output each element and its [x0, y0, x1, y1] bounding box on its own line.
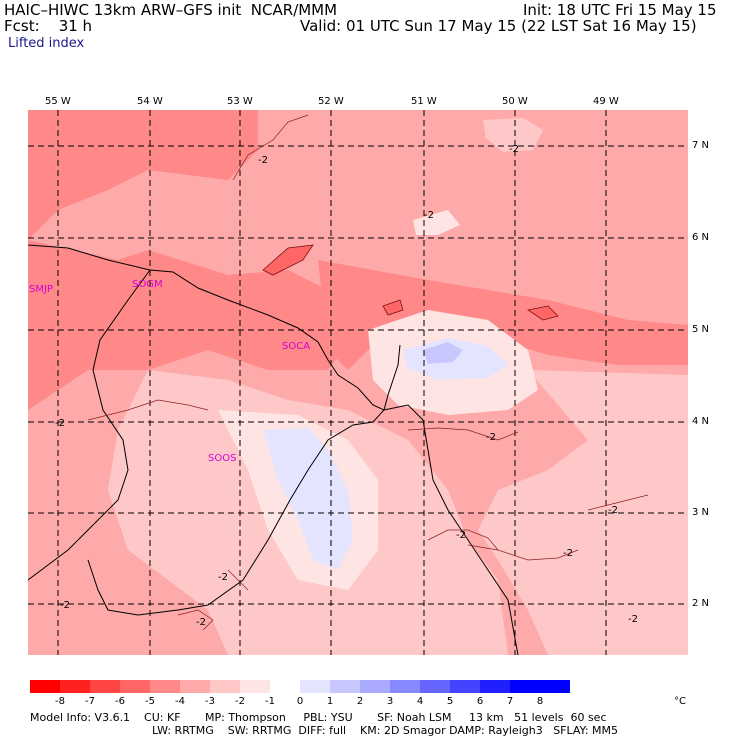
colorbar-tick-label: 8	[536, 696, 544, 707]
station-label: SOOS	[208, 453, 237, 464]
colorbar-tick-label: -2	[235, 696, 245, 707]
colorbar-swatch	[450, 680, 480, 693]
contour-label: -2	[628, 614, 638, 625]
contour-label: -2	[509, 144, 519, 155]
colorbar-tick-label: -4	[175, 696, 185, 707]
model-info-line2: LW: RRTMG SW: RRTMG DIFF: full KM: 2D Sm…	[152, 724, 618, 737]
lat-label: 5 N	[692, 324, 710, 335]
colorbar-swatch	[120, 680, 150, 693]
colorbar-tick-label: -3	[205, 696, 215, 707]
colorbar-tick-label: -1	[265, 696, 275, 707]
colorbar-swatch	[180, 680, 210, 693]
lon-label: 51 W	[411, 96, 437, 107]
contour-label: -2	[563, 548, 573, 559]
colorbar-tick-label: 7	[506, 696, 514, 707]
init-time: Init: 18 UTC Fri 15 May 15	[523, 1, 717, 19]
colorbar-swatch	[90, 680, 120, 693]
graticule	[28, 110, 688, 655]
contour-label: -2	[55, 418, 65, 429]
lat-label: 4 N	[692, 416, 710, 427]
contours	[87, 114, 649, 631]
colorbar-swatch	[30, 680, 60, 693]
borders	[28, 244, 519, 655]
colorbar-swatch	[540, 680, 570, 693]
colorbar-swatch	[510, 680, 540, 693]
lon-label: 55 W	[45, 96, 71, 107]
colorbar-swatch	[210, 680, 240, 693]
lifted-index-map	[28, 110, 688, 655]
dark-patch-1	[262, 244, 314, 276]
blue-region-inner	[423, 342, 463, 364]
colorbar-tick-label: 3	[386, 696, 394, 707]
contour-label: -2	[608, 505, 618, 516]
contour-label: -2	[456, 530, 466, 541]
colorbar-swatch	[480, 680, 510, 693]
colorbar-tick-label: -7	[85, 696, 95, 707]
colorbar-tick-label: 6	[476, 696, 484, 707]
colorbar-swatch	[330, 680, 360, 693]
colorbar-tick-label: 5	[446, 696, 454, 707]
shade-region-mid	[28, 240, 358, 410]
model-title: HAIC–HIWC 13km ARW–GFS init NCAR/MMM	[4, 1, 338, 19]
colorbar-tick-label: 0	[296, 696, 304, 707]
colorbar-tick-label: -6	[115, 696, 125, 707]
colorbar-swatch	[240, 680, 270, 693]
contour-label: -2	[486, 432, 496, 443]
colorbar-tick-label: 1	[326, 696, 334, 707]
station-label: SOGM	[132, 279, 163, 290]
colorbar-tick-label: -8	[55, 696, 65, 707]
field-name: Lifted index	[8, 36, 85, 51]
colorbar-unit: °C	[674, 696, 686, 707]
lon-label: 52 W	[318, 96, 344, 107]
contour-label: -2	[218, 572, 228, 583]
contour-label: -2	[424, 210, 434, 221]
contour-label: -2	[258, 155, 268, 166]
lat-label: 3 N	[692, 507, 710, 518]
colorbar-tick-label: -5	[145, 696, 155, 707]
colorbar-swatch	[390, 680, 420, 693]
lat-label: 2 N	[692, 598, 710, 609]
lat-label: 6 N	[692, 232, 710, 243]
station-label: SOCA	[282, 341, 311, 352]
shade-region-west	[28, 110, 258, 240]
colorbar-swatch	[270, 680, 300, 693]
colorbar-swatch	[420, 680, 450, 693]
contour-label: -2	[196, 617, 206, 628]
lat-label: 7 N	[692, 140, 710, 151]
dark-patch-2	[526, 305, 559, 321]
shade-region-east	[318, 260, 688, 370]
contour-label: -2	[60, 600, 70, 611]
lon-label: 53 W	[227, 96, 253, 107]
valid-time: Valid: 01 UTC Sun 17 May 15 (22 LST Sat …	[300, 17, 697, 35]
lon-label: 54 W	[137, 96, 163, 107]
colorbar-tick-label: 4	[416, 696, 424, 707]
colorbar-swatch	[60, 680, 90, 693]
colorbar-swatch	[300, 680, 330, 693]
colorbar-swatch	[360, 680, 390, 693]
model-info-line1: Model Info: V3.6.1 CU: KF MP: Thompson P…	[30, 711, 607, 724]
forecast-hour: Fcst: 31 h	[4, 17, 93, 35]
station-label: SMJP	[29, 284, 53, 295]
light-patch-north	[483, 118, 543, 152]
lon-label: 50 W	[502, 96, 528, 107]
colorbar-tick-label: 2	[356, 696, 364, 707]
light-patch-north2	[413, 210, 460, 235]
colorbar	[30, 680, 570, 693]
lon-label: 49 W	[593, 96, 619, 107]
dark-patch-3	[382, 299, 404, 316]
colorbar-swatch	[150, 680, 180, 693]
